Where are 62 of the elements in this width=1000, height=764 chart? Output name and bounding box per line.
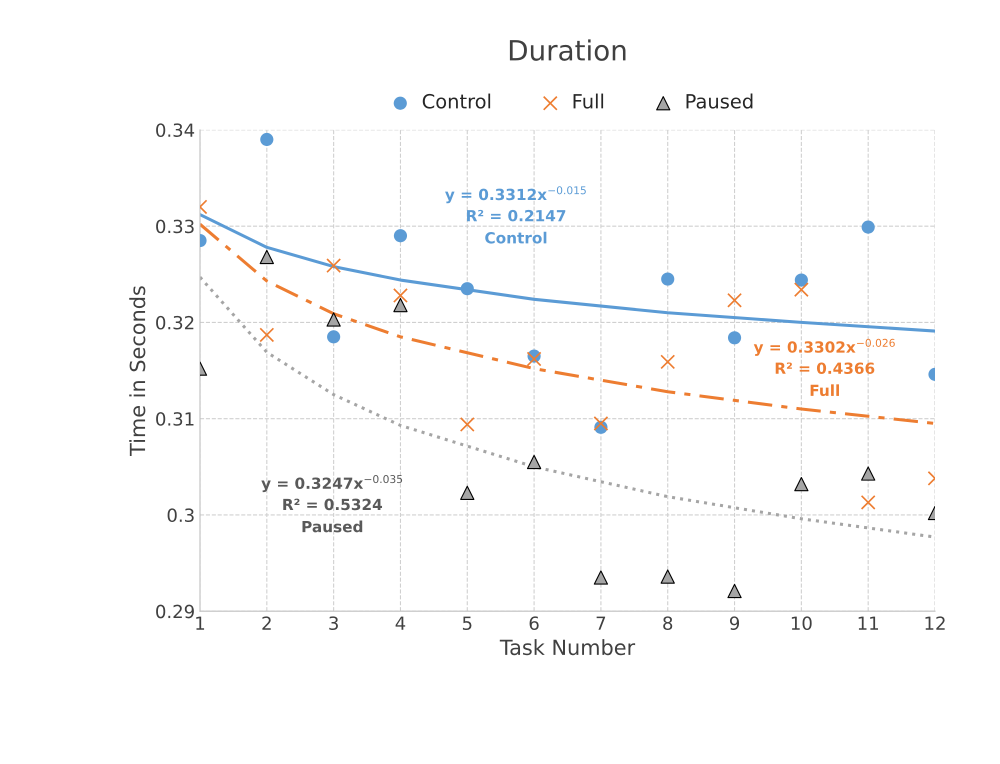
point	[860, 495, 876, 510]
annotation: R² = 0.4366	[776, 362, 874, 374]
x-tick-label: 8	[663, 616, 672, 630]
x-tick-label: 3	[329, 616, 338, 630]
x-tick-label: 7	[596, 616, 606, 630]
annotation: Paused	[302, 520, 362, 532]
point	[526, 352, 542, 366]
annotation: y = 0.3247x$^{−0.035}$	[261, 475, 402, 492]
annotation: Full	[810, 384, 839, 396]
point	[259, 328, 274, 342]
x-tick-label: 5	[462, 616, 472, 630]
legend-label: Control	[422, 94, 490, 109]
point	[327, 330, 340, 344]
annotation: Control	[485, 232, 546, 244]
y-tick-label: 0.31	[156, 412, 194, 426]
point	[794, 273, 808, 287]
annotation: R² = 0.5324	[283, 498, 382, 510]
x-tick-label: 2	[262, 616, 271, 630]
y-tick-label: 0.29	[156, 604, 194, 618]
x-tick-label: 4	[396, 616, 406, 630]
annotation: R² = 0.2147	[467, 210, 566, 222]
point	[727, 292, 742, 308]
x-axis-title: Task Number	[500, 639, 636, 656]
point	[861, 466, 876, 481]
y-tick-label: 0.33	[156, 220, 194, 234]
point	[862, 220, 875, 234]
point	[326, 312, 341, 327]
x-tick-label: 10	[792, 616, 812, 630]
point	[260, 250, 274, 264]
point	[460, 417, 475, 432]
point	[728, 331, 742, 344]
y-tick-label: 0.3	[168, 508, 194, 522]
annotation: y = 0.3312x$^{−0.015}$	[445, 186, 586, 204]
point	[794, 476, 809, 492]
line-series	[200, 222, 935, 426]
annotation: y = 0.3302x$^{−0.026}$	[754, 338, 895, 356]
chart-title: Duration	[510, 39, 626, 61]
x-tick-label: 1	[196, 616, 204, 630]
point	[326, 258, 342, 274]
point	[393, 288, 408, 303]
point	[526, 454, 542, 470]
x-tick-label: 9	[730, 616, 740, 630]
point	[394, 229, 408, 242]
y-tick-label: 0.34	[156, 123, 194, 137]
point	[660, 569, 675, 584]
point	[727, 584, 742, 598]
point	[594, 570, 608, 585]
point	[393, 298, 408, 312]
point	[460, 486, 474, 500]
point	[460, 282, 474, 296]
y-axis-title: Time in Seconds	[129, 286, 146, 456]
legend-label: Paused	[686, 94, 752, 109]
point	[593, 416, 608, 431]
point	[661, 272, 674, 286]
x-tick-label: 11	[858, 616, 878, 630]
x-tick-label: 6	[530, 616, 539, 630]
point	[794, 282, 809, 298]
y-tick-label: 0.32	[156, 316, 194, 330]
x-tick-label: 12	[925, 616, 945, 630]
point	[260, 132, 274, 146]
point	[660, 354, 676, 370]
legend-label: Full	[574, 94, 604, 109]
